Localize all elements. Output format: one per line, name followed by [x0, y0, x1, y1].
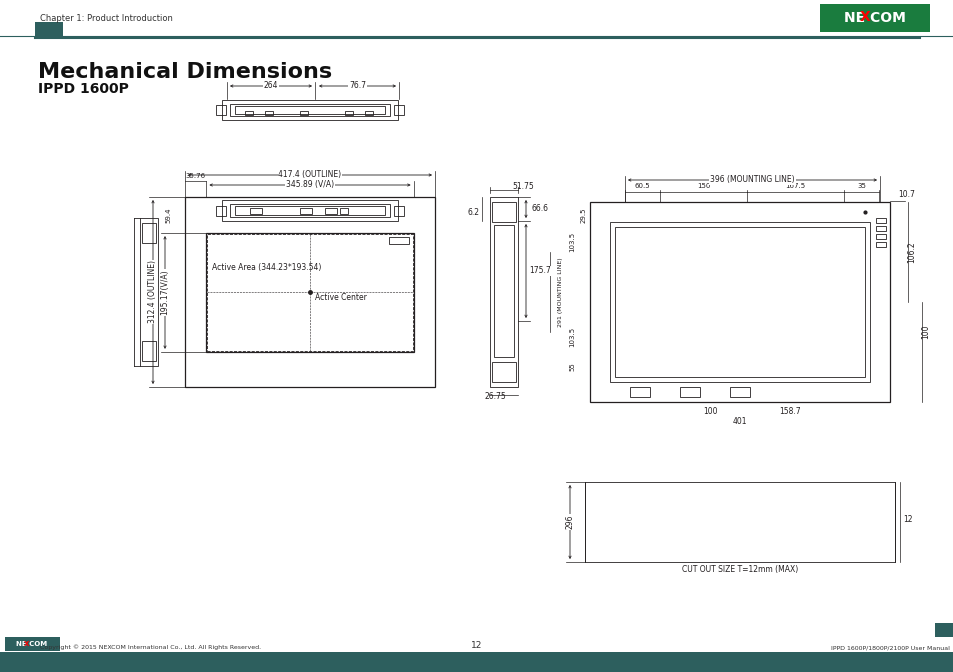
Text: 59.4: 59.4 [165, 208, 171, 223]
Bar [234, 106, 385, 114]
Bar [299, 208, 312, 214]
Bar [615, 227, 864, 377]
Text: 10.7: 10.7 [897, 190, 914, 199]
Bar [875, 234, 885, 239]
Text: 103.5: 103.5 [568, 232, 575, 252]
Bar [492, 362, 516, 382]
Text: X: X [24, 640, 30, 646]
Text: Active Center: Active Center [314, 293, 367, 302]
Bar [490, 197, 517, 387]
Bar [875, 218, 885, 223]
Text: CUT OUT SIZE T=12mm (MAX): CUT OUT SIZE T=12mm (MAX) [681, 565, 798, 574]
Text: Mechanical Dimensions: Mechanical Dimensions [38, 62, 332, 82]
Bar [609, 222, 869, 382]
Text: 264: 264 [263, 81, 278, 91]
Text: 12: 12 [902, 515, 911, 524]
Bar [265, 111, 273, 115]
Text: 100: 100 [702, 407, 717, 416]
Text: 158.7: 158.7 [779, 407, 800, 416]
Bar [875, 226, 885, 231]
Text: 103.5: 103.5 [568, 327, 575, 347]
Text: 167.5: 167.5 [784, 183, 804, 189]
Bar [35, 22, 63, 34]
Text: 106.2: 106.2 [906, 241, 916, 263]
Bar [729, 387, 749, 397]
Text: 26.75: 26.75 [484, 392, 506, 401]
Text: 60.5: 60.5 [634, 183, 650, 189]
Bar [142, 341, 156, 361]
Bar [388, 237, 408, 244]
Bar [629, 387, 649, 397]
Bar [140, 218, 158, 366]
Text: 417.4 (OUTLINE): 417.4 (OUTLINE) [278, 171, 341, 179]
Bar [934, 623, 953, 637]
Bar [875, 242, 885, 247]
Text: 175.7: 175.7 [529, 267, 550, 276]
Text: 345.89 (V/A): 345.89 (V/A) [286, 181, 334, 190]
Bar [345, 111, 353, 115]
Bar [35, 26, 63, 38]
Bar [250, 208, 262, 214]
Text: 401: 401 [732, 417, 746, 426]
Bar [142, 223, 156, 243]
Text: 396 (MOUNTING LINE): 396 (MOUNTING LINE) [709, 175, 794, 185]
Bar [339, 208, 348, 214]
Bar [185, 197, 435, 387]
Bar [206, 233, 414, 352]
Bar [234, 206, 385, 215]
Text: IPPD 1600P: IPPD 1600P [38, 82, 129, 96]
Text: NE COM: NE COM [843, 11, 905, 25]
Text: X: X [859, 10, 869, 24]
Text: 195.17(V/A): 195.17(V/A) [160, 269, 170, 315]
Text: 291 (MOUNTING LINE): 291 (MOUNTING LINE) [558, 257, 562, 327]
Bar [0, 652, 953, 672]
Bar [230, 204, 390, 217]
Text: 51.75: 51.75 [512, 182, 533, 191]
Text: 35.76: 35.76 [186, 173, 206, 179]
Bar [325, 208, 336, 214]
Bar [820, 4, 929, 32]
Bar [394, 206, 403, 216]
Text: 55: 55 [568, 363, 575, 372]
Text: 296: 296 [565, 515, 574, 530]
Text: Chapter 1: Product Introduction: Chapter 1: Product Introduction [40, 14, 172, 23]
Bar [215, 206, 226, 216]
Bar [230, 104, 390, 116]
Text: 66.6: 66.6 [531, 204, 548, 214]
Text: Active Area (344.23*193.54): Active Area (344.23*193.54) [212, 263, 321, 272]
Bar [215, 105, 226, 115]
Text: Copyright © 2015 NEXCOM International Co., Ltd. All Rights Reserved.: Copyright © 2015 NEXCOM International Co… [40, 644, 261, 650]
Bar [589, 202, 889, 402]
Text: NE COM: NE COM [16, 641, 48, 647]
Bar [207, 234, 413, 351]
Bar [222, 100, 397, 120]
Bar [245, 111, 253, 115]
Text: 312.4 (OUTLINE): 312.4 (OUTLINE) [149, 261, 157, 323]
Text: 150: 150 [696, 183, 709, 189]
Bar [222, 200, 397, 221]
Text: 100: 100 [921, 325, 929, 339]
Bar [365, 111, 373, 115]
Bar [394, 105, 403, 115]
Bar [679, 387, 700, 397]
Bar [299, 111, 308, 115]
Text: 12: 12 [471, 641, 482, 650]
Text: IPPD 1600P/1800P/2100P User Manual: IPPD 1600P/1800P/2100P User Manual [830, 645, 949, 650]
Bar [494, 225, 514, 357]
Text: 76.7: 76.7 [349, 81, 366, 91]
Text: 35: 35 [856, 183, 865, 189]
Text: 29.5: 29.5 [580, 207, 586, 222]
Bar [492, 202, 516, 222]
Bar [584, 482, 894, 562]
Bar [5, 637, 60, 651]
Text: 6.2: 6.2 [468, 208, 479, 217]
